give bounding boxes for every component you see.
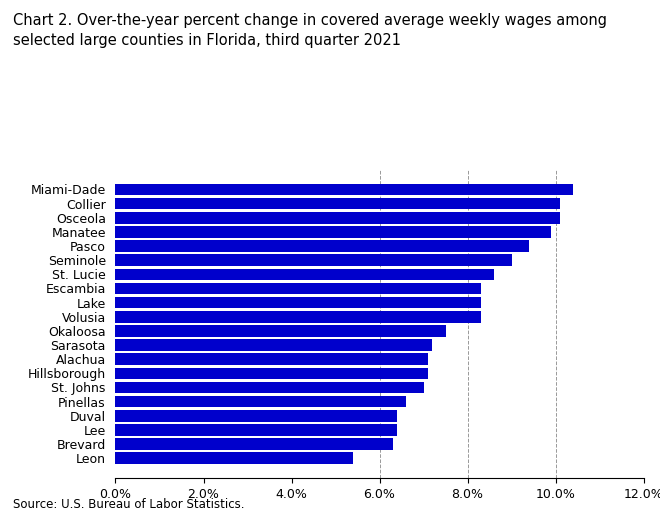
Bar bbox=[115, 240, 529, 252]
Bar bbox=[115, 438, 393, 450]
Bar bbox=[115, 311, 480, 323]
Bar bbox=[115, 226, 551, 237]
Bar bbox=[115, 424, 397, 436]
Bar bbox=[115, 396, 406, 408]
Bar bbox=[115, 183, 573, 195]
Text: Source: U.S. Bureau of Labor Statistics.: Source: U.S. Bureau of Labor Statistics. bbox=[13, 499, 245, 511]
Bar bbox=[115, 410, 397, 421]
Text: Chart 2. Over-the-year percent change in covered average weekly wages among: Chart 2. Over-the-year percent change in… bbox=[13, 13, 607, 28]
Bar bbox=[115, 212, 560, 224]
Bar bbox=[115, 297, 480, 308]
Bar bbox=[115, 268, 494, 280]
Bar bbox=[115, 339, 432, 351]
Bar bbox=[115, 254, 512, 266]
Text: selected large counties in Florida, third quarter 2021: selected large counties in Florida, thir… bbox=[13, 33, 401, 48]
Bar bbox=[115, 452, 353, 464]
Bar bbox=[115, 325, 446, 337]
Bar bbox=[115, 354, 428, 365]
Bar bbox=[115, 283, 480, 294]
Bar bbox=[115, 382, 424, 393]
Bar bbox=[115, 368, 428, 379]
Bar bbox=[115, 198, 560, 209]
